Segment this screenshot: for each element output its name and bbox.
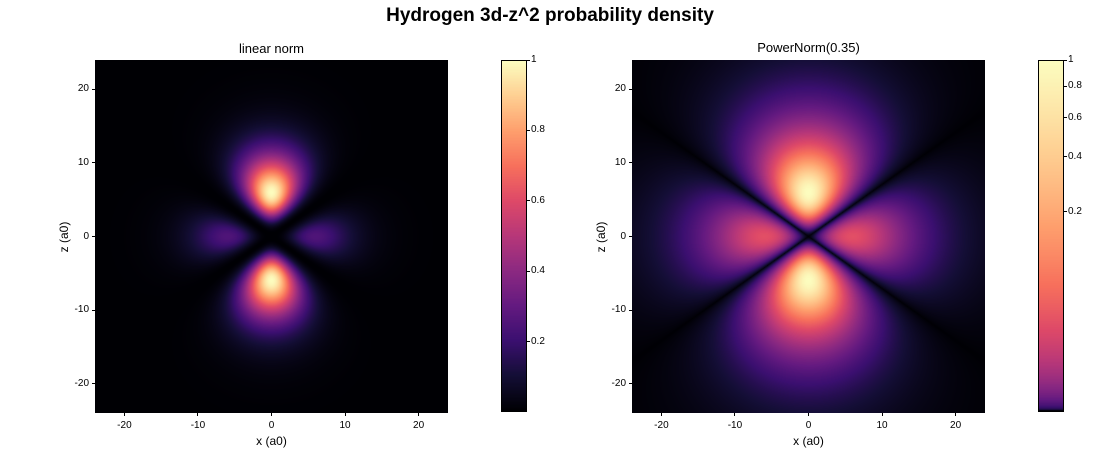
y-tick-mark — [629, 309, 632, 311]
heatmap-image — [632, 60, 985, 413]
x-tick-label: 20 — [413, 420, 425, 431]
y-tick-mark — [629, 88, 632, 90]
colorbar-gradient — [502, 61, 526, 411]
colorbar-tick-mark — [1064, 117, 1067, 119]
colorbar-tick-label: 0.2 — [531, 335, 545, 347]
y-tick-label: 10 — [614, 156, 626, 168]
colorbar-tick-mark — [527, 270, 530, 272]
colorbar — [1038, 60, 1064, 412]
x-tick-mark — [955, 413, 957, 416]
y-tick-label: -10 — [611, 304, 626, 316]
x-tick-label: 10 — [339, 420, 351, 431]
colorbar-gradient — [1039, 61, 1063, 411]
x-tick-label: 10 — [876, 420, 888, 431]
y-tick-mark — [629, 236, 632, 237]
x-tick-label: 0 — [805, 420, 812, 431]
colorbar-tick-label: 0.8 — [531, 124, 545, 136]
y-tick-mark — [92, 383, 95, 385]
heatmap-plot-area — [632, 60, 985, 413]
colorbar-tick-mark — [527, 59, 530, 61]
colorbar-tick-mark — [1064, 59, 1067, 61]
y-tick-mark — [92, 309, 95, 311]
colorbar-tick-label: 1 — [531, 54, 537, 65]
colorbar-tick-mark — [527, 200, 530, 202]
x-tick-label: 20 — [950, 420, 962, 431]
x-tick-label: -20 — [117, 420, 132, 431]
colorbar-tick-mark — [1064, 156, 1067, 158]
x-tick-mark — [271, 413, 272, 416]
x-tick-mark — [734, 413, 736, 416]
x-tick-label: -10 — [727, 420, 743, 431]
y-tick-label: 10 — [77, 156, 89, 168]
x-tick-mark — [881, 413, 883, 416]
y-tick-mark — [629, 162, 632, 164]
colorbar-tick-mark — [1064, 85, 1067, 87]
y-tick-mark — [92, 162, 95, 164]
y-tick-label: 20 — [614, 83, 626, 95]
y-tick-label: 20 — [77, 83, 89, 95]
y-tick-label: 0 — [83, 230, 89, 242]
colorbar-tick-mark — [527, 341, 530, 343]
heatmap-image — [95, 60, 448, 413]
x-tick-label: -10 — [190, 420, 206, 431]
y-tick-label: -20 — [74, 377, 89, 389]
y-tick-label: -20 — [611, 377, 626, 389]
y-tick-label: -10 — [74, 304, 89, 316]
colorbar-tick-label: 0.2 — [1068, 205, 1082, 217]
colorbar-tick-label: 0.8 — [1068, 80, 1082, 92]
panel-title: PowerNorm(0.35) — [757, 40, 860, 55]
y-tick-mark — [92, 88, 95, 90]
colorbar — [501, 60, 527, 412]
x-tick-mark — [418, 413, 420, 416]
heatmap-plot-area — [95, 60, 448, 413]
y-tick-label: 0 — [620, 230, 626, 242]
figure-title: Hydrogen 3d-z^2 probability density — [386, 5, 714, 26]
x-tick-label: 0 — [268, 420, 275, 431]
colorbar-tick-mark — [527, 129, 530, 131]
colorbar-tick-label: 0.6 — [1068, 111, 1082, 123]
x-axis-label: x (a0) — [793, 434, 824, 448]
x-tick-mark — [660, 413, 662, 416]
y-tick-mark — [92, 236, 95, 237]
colorbar-tick-label: 1 — [1068, 54, 1074, 65]
colorbar-tick-label: 0.6 — [531, 194, 545, 206]
x-tick-mark — [344, 413, 346, 416]
colorbar-tick-label: 0.4 — [531, 265, 545, 277]
x-tick-label: -20 — [654, 420, 669, 431]
colorbar-tick-mark — [1064, 211, 1067, 213]
x-tick-mark — [808, 413, 809, 416]
x-tick-mark — [123, 413, 125, 416]
x-tick-mark — [197, 413, 199, 416]
y-tick-mark — [629, 383, 632, 385]
panel-title: linear norm — [238, 41, 305, 56]
x-axis-label: x (a0) — [256, 434, 287, 448]
colorbar-tick-label: 0.4 — [1068, 150, 1082, 162]
